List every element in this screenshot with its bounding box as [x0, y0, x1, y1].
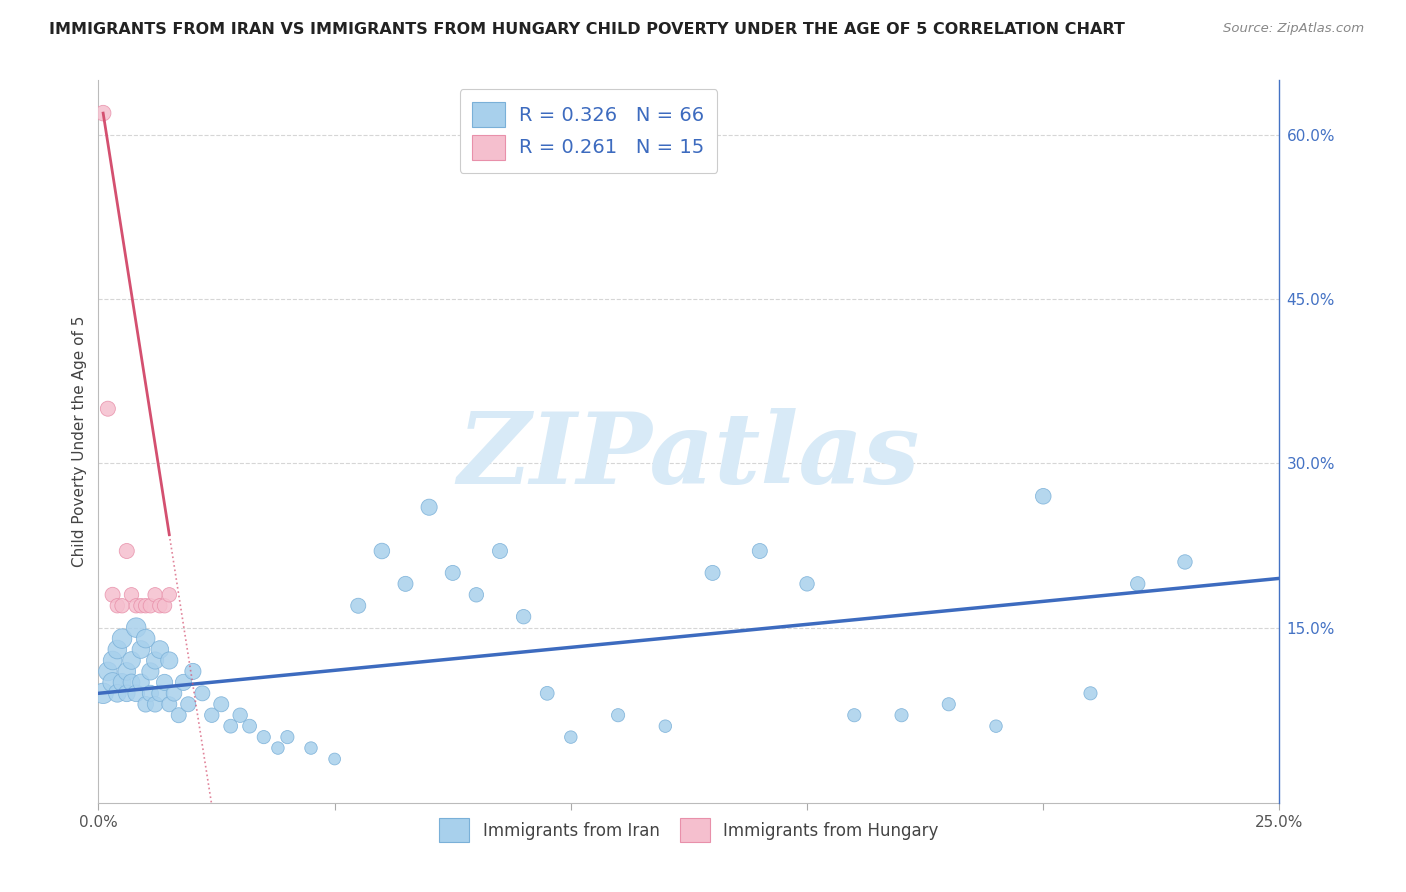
Point — [938, 698, 960, 712]
Point — [796, 577, 818, 591]
Point — [323, 752, 346, 766]
Point — [607, 708, 630, 723]
Point — [91, 686, 114, 700]
Text: ZIPatlas: ZIPatlas — [458, 408, 920, 504]
Point — [153, 675, 176, 690]
Point — [121, 653, 143, 667]
Point — [139, 599, 162, 613]
Point — [347, 599, 370, 613]
Y-axis label: Child Poverty Under the Age of 5: Child Poverty Under the Age of 5 — [72, 316, 87, 567]
Text: Source: ZipAtlas.com: Source: ZipAtlas.com — [1223, 22, 1364, 36]
Point — [101, 675, 124, 690]
Point — [844, 708, 866, 723]
Point — [143, 698, 166, 712]
Point — [157, 698, 180, 712]
Point — [465, 588, 488, 602]
Point — [984, 719, 1007, 733]
Point — [371, 544, 394, 558]
Point — [105, 686, 128, 700]
Point — [394, 577, 416, 591]
Point — [702, 566, 724, 580]
Point — [536, 686, 558, 700]
Point — [105, 642, 128, 657]
Point — [143, 653, 166, 667]
Point — [299, 741, 322, 756]
Point — [125, 686, 148, 700]
Point — [489, 544, 512, 558]
Point — [135, 698, 157, 712]
Point — [111, 632, 134, 646]
Point — [209, 698, 232, 712]
Point — [157, 588, 180, 602]
Point — [129, 642, 152, 657]
Point — [149, 686, 172, 700]
Point — [163, 686, 186, 700]
Point — [1174, 555, 1197, 569]
Point — [139, 665, 162, 679]
Point — [115, 686, 138, 700]
Point — [97, 401, 120, 416]
Point — [101, 653, 124, 667]
Point — [153, 599, 176, 613]
Point — [560, 730, 582, 744]
Point — [276, 730, 298, 744]
Point — [125, 599, 148, 613]
Point — [101, 588, 124, 602]
Point — [418, 500, 440, 515]
Point — [172, 675, 194, 690]
Legend: Immigrants from Iran, Immigrants from Hungary: Immigrants from Iran, Immigrants from Hu… — [433, 812, 945, 848]
Point — [139, 686, 162, 700]
Point — [105, 599, 128, 613]
Point — [121, 588, 143, 602]
Point — [135, 599, 157, 613]
Point — [129, 599, 152, 613]
Point — [177, 698, 200, 712]
Point — [267, 741, 290, 756]
Point — [125, 621, 148, 635]
Point — [191, 686, 214, 700]
Point — [135, 632, 157, 646]
Point — [115, 544, 138, 558]
Point — [97, 665, 120, 679]
Point — [111, 675, 134, 690]
Point — [149, 599, 172, 613]
Point — [654, 719, 676, 733]
Point — [121, 675, 143, 690]
Point — [143, 588, 166, 602]
Point — [115, 665, 138, 679]
Point — [441, 566, 464, 580]
Point — [149, 642, 172, 657]
Point — [181, 665, 204, 679]
Point — [201, 708, 224, 723]
Point — [748, 544, 770, 558]
Point — [239, 719, 262, 733]
Point — [167, 708, 190, 723]
Text: IMMIGRANTS FROM IRAN VS IMMIGRANTS FROM HUNGARY CHILD POVERTY UNDER THE AGE OF 5: IMMIGRANTS FROM IRAN VS IMMIGRANTS FROM … — [49, 22, 1125, 37]
Point — [512, 609, 534, 624]
Point — [253, 730, 276, 744]
Point — [157, 653, 180, 667]
Point — [1032, 489, 1054, 503]
Point — [129, 675, 152, 690]
Point — [111, 599, 134, 613]
Point — [890, 708, 912, 723]
Point — [219, 719, 242, 733]
Point — [91, 106, 114, 120]
Point — [1126, 577, 1149, 591]
Point — [229, 708, 252, 723]
Point — [1080, 686, 1102, 700]
